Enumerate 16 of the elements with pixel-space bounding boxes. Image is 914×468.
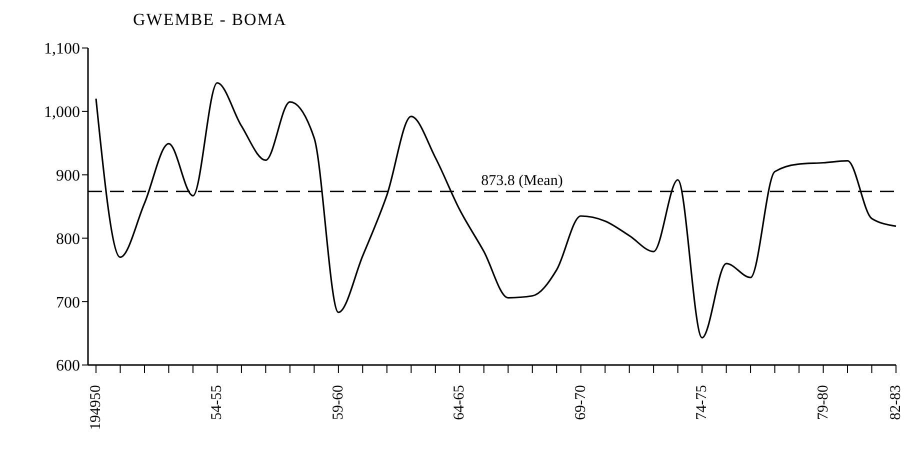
y-tick-label: 900 bbox=[56, 167, 80, 184]
y-tick-label: 1,100 bbox=[44, 40, 80, 58]
y-tick-label: 800 bbox=[56, 230, 80, 248]
x-tick-label: 74-75 bbox=[694, 385, 710, 420]
x-tick-label: 194950 bbox=[88, 385, 104, 430]
y-tick-label: 1,000 bbox=[44, 104, 80, 122]
x-tick-label: 64-65 bbox=[452, 385, 468, 420]
x-tick-label: 82-83 bbox=[888, 385, 904, 420]
x-tick-label: 79-80 bbox=[815, 385, 832, 420]
x-tick-label: 59-60 bbox=[330, 385, 346, 420]
x-tick-label: 54-55 bbox=[209, 385, 226, 420]
y-tick-label: 700 bbox=[56, 294, 80, 312]
ref-line-label: 873.8 (Mean) bbox=[481, 173, 563, 190]
x-tick-label: 69-70 bbox=[572, 385, 589, 420]
chart-title: GWEMBE - BOMA bbox=[133, 10, 287, 30]
y-tick-label: 600 bbox=[56, 358, 80, 375]
